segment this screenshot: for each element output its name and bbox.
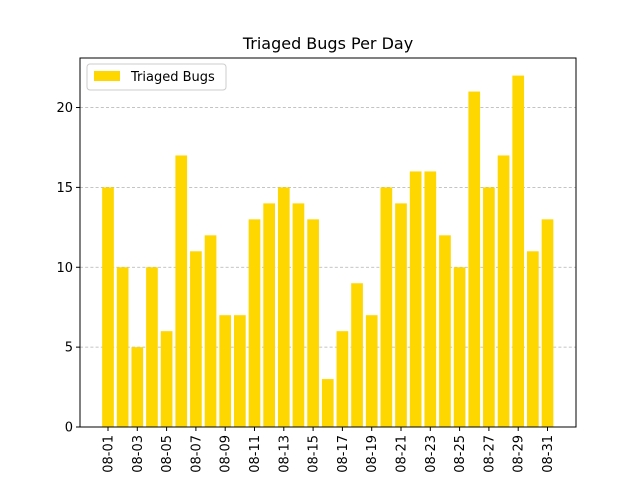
x-tick-label: 08-25 — [453, 435, 468, 473]
x-tick-label: 08-21 — [395, 435, 410, 473]
bar-08-08 — [204, 235, 217, 427]
bar-08-15 — [307, 219, 319, 427]
bar-08-25 — [453, 267, 466, 427]
bar-08-06 — [175, 155, 188, 427]
y-axis-ticks: 0 5 10 15 20 — [56, 101, 80, 436]
bar-08-20 — [380, 187, 393, 427]
bar-08-05 — [160, 331, 173, 427]
bar-08-17 — [336, 331, 349, 427]
bar-08-13 — [277, 187, 290, 427]
bar-08-19 — [365, 315, 378, 427]
x-tick-label: 08-29 — [512, 435, 527, 473]
bar-08-27 — [483, 187, 495, 427]
bar-08-24 — [439, 235, 451, 427]
y-tick-label: 5 — [65, 341, 73, 356]
x-tick-label: 08-01 — [102, 435, 117, 473]
y-tick-label: 20 — [56, 101, 73, 116]
bar-08-14 — [292, 203, 305, 427]
x-tick-label: 08-19 — [365, 435, 380, 473]
bar-08-10 — [234, 315, 246, 427]
x-tick-label: 08-05 — [160, 435, 175, 473]
y-tick-label: 15 — [56, 181, 73, 196]
bar-08-11 — [248, 219, 261, 427]
legend-swatch — [94, 71, 120, 81]
x-tick-label: 08-27 — [482, 435, 497, 473]
bar-08-30 — [527, 251, 539, 427]
legend: Triaged Bugs — [86, 63, 227, 91]
x-tick-label: 08-03 — [131, 435, 146, 473]
x-tick-label: 08-23 — [424, 435, 439, 473]
plot-area-frame — [79, 57, 577, 428]
bar-08-23 — [424, 171, 437, 427]
bar-08-09 — [219, 315, 232, 427]
chart-title: Triaged Bugs Per Day — [242, 34, 413, 53]
x-tick-label: 08-31 — [541, 435, 556, 473]
bar-08-22 — [409, 171, 422, 427]
x-tick-label: 08-07 — [189, 435, 204, 473]
bar-08-07 — [190, 251, 202, 427]
bar-08-31 — [541, 219, 554, 427]
legend-box — [86, 63, 227, 91]
legend-label: Triaged Bugs — [130, 70, 215, 85]
x-tick-label: 08-13 — [277, 435, 292, 473]
x-tick-label: 08-15 — [307, 435, 322, 473]
x-axis-ticks: 08-01 08-03 08-05 08-07 08-09 08-11 08-13 08-15… — [102, 427, 556, 473]
y-tick-label: 0 — [65, 421, 73, 436]
bar-08-01 — [102, 187, 114, 427]
x-tick-label: 08-09 — [219, 435, 234, 473]
bar-08-16 — [321, 379, 334, 427]
bar-08-12 — [263, 203, 275, 427]
x-tick-label: 08-11 — [248, 435, 263, 473]
bar-08-18 — [351, 283, 363, 427]
bar-08-04 — [146, 267, 158, 427]
bar-08-28 — [497, 155, 510, 427]
y-tick-label: 10 — [56, 261, 73, 276]
bar-series-triaged-bugs — [102, 75, 554, 428]
x-tick-label: 08-17 — [336, 435, 351, 473]
bar-08-03 — [131, 347, 144, 427]
bar-08-02 — [116, 267, 129, 427]
bar-08-29 — [512, 75, 525, 428]
bar-08-21 — [395, 203, 407, 427]
bar-08-26 — [468, 91, 481, 427]
